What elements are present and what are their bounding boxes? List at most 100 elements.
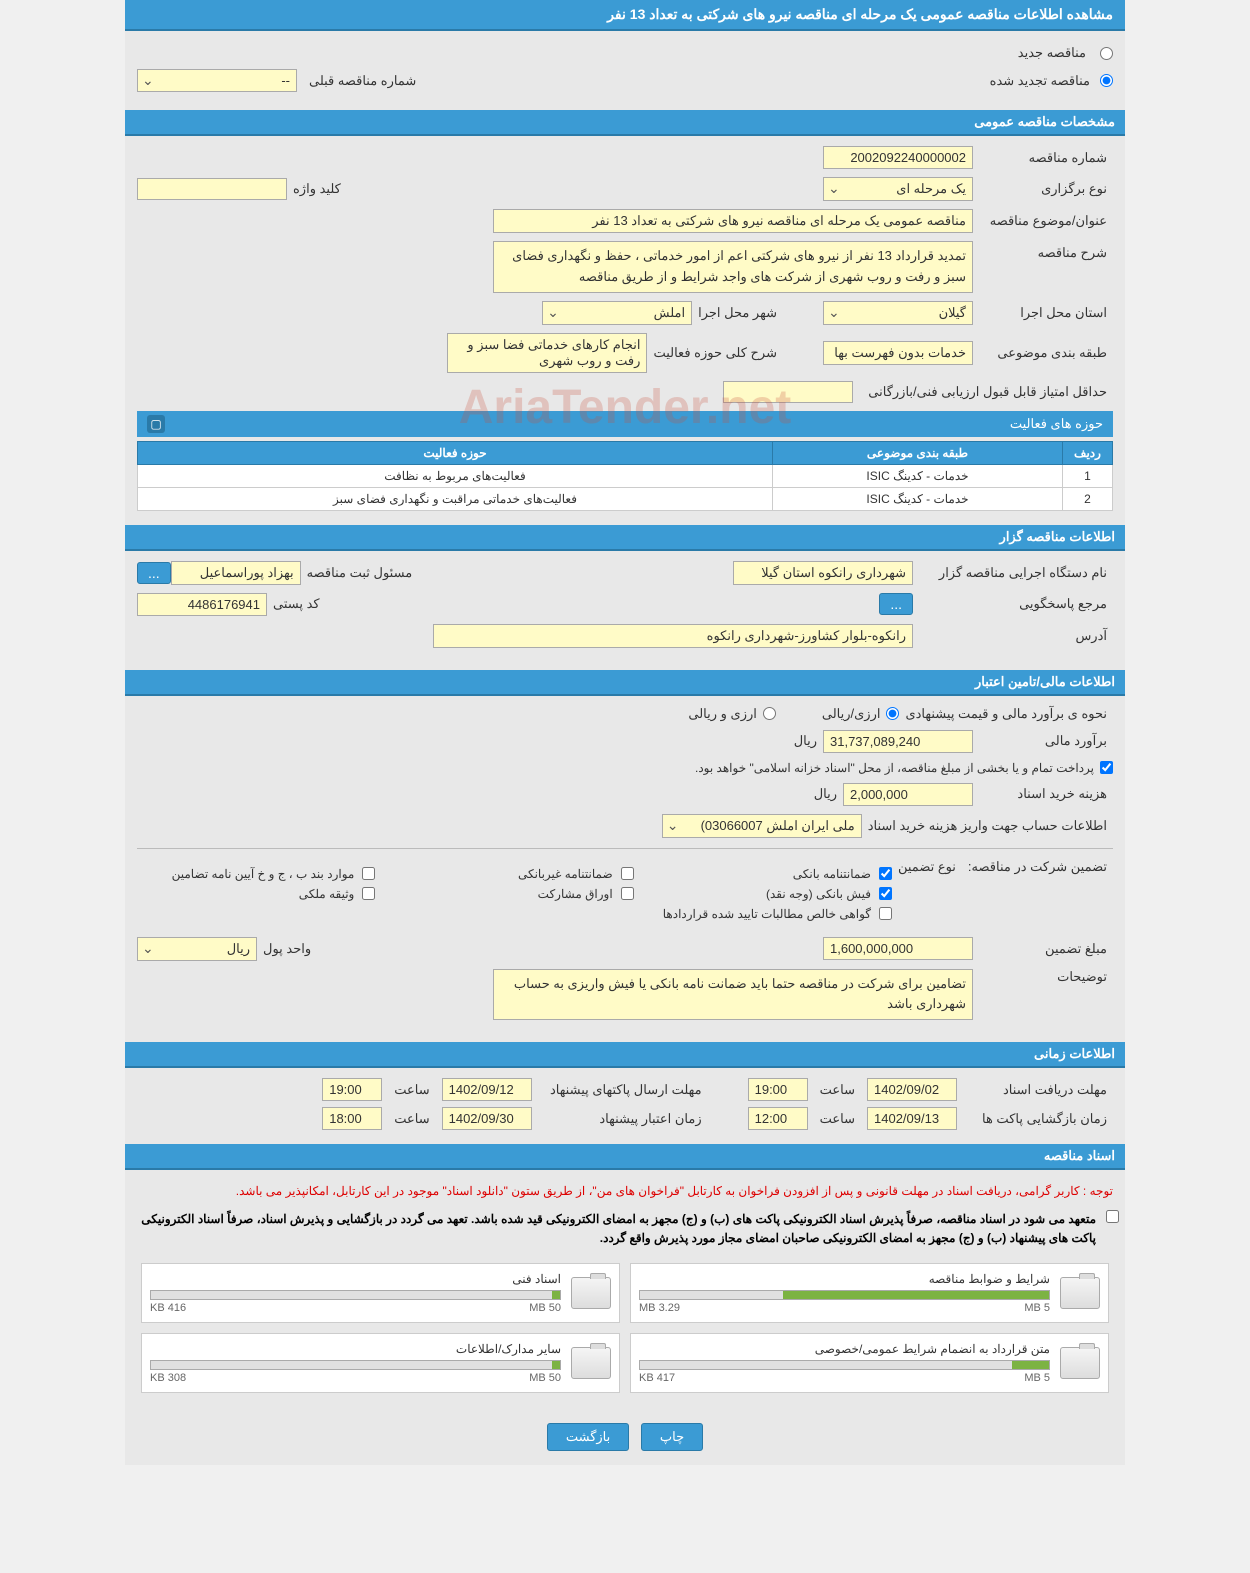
field-guarantee-desc: تضامین برای شرکت در مناقصه حتما باید ضما… xyxy=(493,969,973,1021)
radio-new-tender[interactable] xyxy=(1100,47,1113,60)
doc-size: 3.29 MB xyxy=(639,1302,680,1314)
table-row: 2خدمات - کدینگ ISICفعالیت‌های خدماتی مرا… xyxy=(138,487,1113,510)
progress-bar xyxy=(639,1290,1050,1300)
doc-title: متن قرارداد به انضمام شرایط عمومی/خصوصی xyxy=(639,1342,1050,1356)
doc-title: شرایط و ضوابط مناقصه xyxy=(639,1272,1050,1286)
section-financial: اطلاعات مالی/تامین اعتبار xyxy=(125,670,1125,696)
radio-renewed-tender[interactable] xyxy=(1100,74,1113,87)
label-guarantee-desc: توضیحات xyxy=(973,969,1113,985)
field-guarantee-amount: 1,600,000,000 xyxy=(823,937,973,960)
field-validity-time: 18:00 xyxy=(322,1107,382,1130)
label-subject: عنوان/موضوع مناقصه xyxy=(973,213,1113,229)
section-documents: اسناد مناقصه xyxy=(125,1144,1125,1170)
notice-black: متعهد می شود در اسناد مناقصه، صرفاً پذیر… xyxy=(131,1206,1102,1252)
radio-foreign[interactable] xyxy=(763,707,776,720)
label-validity: زمان اعتبار پیشنهاد xyxy=(538,1111,708,1127)
doc-size: 416 KB xyxy=(150,1302,186,1314)
label-time1: ساعت xyxy=(814,1082,861,1098)
doc-max: 5 MB xyxy=(1024,1372,1050,1384)
lbl-receivables: گواهی خالص مطالبات تایید شده قراردادها xyxy=(663,907,871,921)
label-opt-rial: ارزی/ریالی xyxy=(816,706,887,722)
label-opt-foreign: ارزی و ریالی xyxy=(682,706,763,722)
label-registrar: مسئول ثبت مناقصه xyxy=(301,565,418,581)
notice-red: توجه : کاربر گرامی، دریافت اسناد در مهلت… xyxy=(131,1176,1119,1206)
responder-button[interactable]: ... xyxy=(879,593,913,615)
field-org: شهرداری رانکوه استان گیلا xyxy=(733,561,913,585)
field-subject: مناقصه عمومی یک مرحله ای مناقصه نیرو های… xyxy=(493,209,973,233)
dropdown-type[interactable]: یک مرحله ای xyxy=(823,177,973,201)
document-item[interactable]: متن قرارداد به انضمام شرایط عمومی/خصوصی … xyxy=(630,1333,1109,1393)
progress-bar xyxy=(150,1360,561,1370)
field-activity-summary: انجام کارهای خدماتی فضا سبز و رفت و روب … xyxy=(447,333,647,373)
dropdown-account[interactable]: ملی ایران املش 03066007) xyxy=(662,814,862,838)
label-address: آدرس xyxy=(913,628,1113,644)
label-prev-number: شماره مناقصه قبلی xyxy=(303,73,422,89)
dropdown-province[interactable]: گیلان xyxy=(823,301,973,325)
dropdown-prev-number[interactable]: -- xyxy=(137,69,297,92)
back-button[interactable]: بازگشت xyxy=(547,1423,629,1451)
folder-icon xyxy=(1060,1277,1100,1309)
label-province: استان محل اجرا xyxy=(973,305,1113,321)
cb-receivables[interactable] xyxy=(879,907,892,920)
field-amount: 31,737,089,240 xyxy=(823,730,973,753)
field-min-score[interactable] xyxy=(723,381,853,403)
cb-nonbank[interactable] xyxy=(621,867,634,880)
document-item[interactable]: اسناد فنی 50 MB416 KB xyxy=(141,1263,620,1323)
doc-size: 417 KB xyxy=(639,1372,675,1384)
registrar-button[interactable]: ... xyxy=(137,562,171,584)
col-row: ردیف xyxy=(1063,441,1113,464)
field-submit-date: 1402/09/12 xyxy=(442,1078,532,1101)
label-receive: مهلت دریافت اسناد xyxy=(963,1082,1113,1098)
field-validity-date: 1402/09/30 xyxy=(442,1107,532,1130)
label-type: نوع برگزاری xyxy=(973,181,1113,197)
label-responder: مرجع پاسخگویی xyxy=(913,596,1113,612)
label-time2: ساعت xyxy=(388,1082,435,1098)
label-estimate-method: نحوه ی برآورد مالی و قیمت پیشنهادی xyxy=(899,706,1113,722)
doc-size: 308 KB xyxy=(150,1372,186,1384)
collapse-button[interactable]: ▢ xyxy=(147,415,165,433)
field-category: خدمات بدون فهرست بها xyxy=(823,341,973,365)
cb-bank-guarantee[interactable] xyxy=(879,867,892,880)
checkbox-commitment[interactable] xyxy=(1106,1210,1119,1223)
cb-bond[interactable] xyxy=(362,867,375,880)
document-item[interactable]: سایر مدارک/اطلاعات 50 MB308 KB xyxy=(141,1333,620,1393)
document-item[interactable]: شرایط و ضوابط مناقصه 5 MB 3.29 MB xyxy=(630,1263,1109,1323)
field-desc: تمدید قرارداد 13 نفر از نیرو های شرکتی ا… xyxy=(493,241,973,293)
progress-bar xyxy=(150,1290,561,1300)
label-guarantee-amount: مبلغ تضمین xyxy=(973,941,1113,957)
radio-rial[interactable] xyxy=(886,707,899,720)
label-new-tender: مناقصه جدید xyxy=(1012,45,1092,61)
field-open-date: 1402/09/13 xyxy=(867,1107,957,1130)
dropdown-city[interactable]: املش xyxy=(542,301,692,325)
doc-max: 50 MB xyxy=(529,1372,561,1384)
cb-papers[interactable] xyxy=(621,887,634,900)
label-tender-number: شماره مناقصه xyxy=(973,150,1113,166)
label-org: نام دستگاه اجرایی مناقصه گزار xyxy=(913,565,1113,581)
label-time4: ساعت xyxy=(388,1111,435,1127)
label-postal: کد پستی xyxy=(267,596,326,612)
checkbox-payment-note[interactable] xyxy=(1100,761,1113,774)
progress-bar xyxy=(639,1360,1050,1370)
cb-deed[interactable] xyxy=(362,887,375,900)
print-button[interactable]: چاپ xyxy=(641,1423,703,1451)
field-doc-cost: 2,000,000 xyxy=(843,783,973,806)
field-address: رانکوه-بلوار کشاورز-شهرداری رانکوه xyxy=(433,624,913,648)
section-general: مشخصات مناقصه عمومی xyxy=(125,110,1125,136)
field-keyword[interactable] xyxy=(137,178,287,200)
label-submit: مهلت ارسال پاکتهای پیشنهاد xyxy=(538,1082,708,1098)
label-category: طبقه بندی موضوعی xyxy=(973,345,1113,361)
label-renewed-tender: مناقصه تجدید شده xyxy=(984,73,1096,89)
field-receive-time: 19:00 xyxy=(748,1078,808,1101)
label-city: شهر محل اجرا xyxy=(692,305,783,321)
lbl-bank-guarantee: ضمانتنامه بانکی xyxy=(793,867,871,881)
lbl-deed: وثیقه ملکی xyxy=(299,887,355,901)
doc-max: 5 MB xyxy=(1024,1302,1050,1314)
lbl-papers: اوراق مشارکت xyxy=(538,887,613,901)
label-keyword: کلید واژه xyxy=(287,181,347,197)
dropdown-currency[interactable]: ریال xyxy=(137,937,257,961)
label-account: اطلاعات حساب جهت واریز هزینه خرید اسناد xyxy=(862,818,1113,834)
label-guarantee-header: تضمین شرکت در مناقصه: xyxy=(962,859,1113,875)
cb-receipt[interactable] xyxy=(879,887,892,900)
payment-note: پرداخت تمام و یا بخشی از مبلغ مناقصه، از… xyxy=(689,761,1100,775)
field-postal: 4486176941 xyxy=(137,593,267,616)
